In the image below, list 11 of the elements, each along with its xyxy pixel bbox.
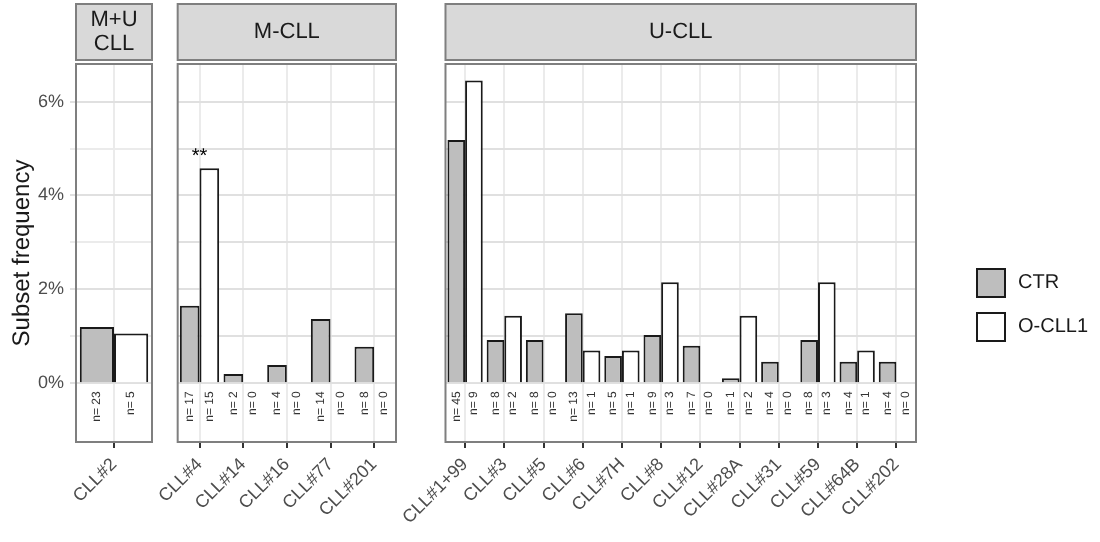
- chart-title: M-CLL: [253, 20, 320, 45]
- text: O-CLL1: [1017, 315, 1088, 337]
- chart-title: M+U CLL: [90, 8, 138, 57]
- y-tick-label: 2%: [37, 278, 64, 299]
- y-tick-label: 4%: [37, 184, 64, 205]
- y-tick-label: 6%: [37, 90, 64, 111]
- y-axis-title: Subset frequency: [7, 159, 36, 347]
- annotation: **: [191, 145, 208, 168]
- chart-title: U-CLL: [648, 20, 713, 45]
- legend-label: CTR: [1017, 271, 1060, 293]
- y-tick-label: 0%: [37, 372, 64, 393]
